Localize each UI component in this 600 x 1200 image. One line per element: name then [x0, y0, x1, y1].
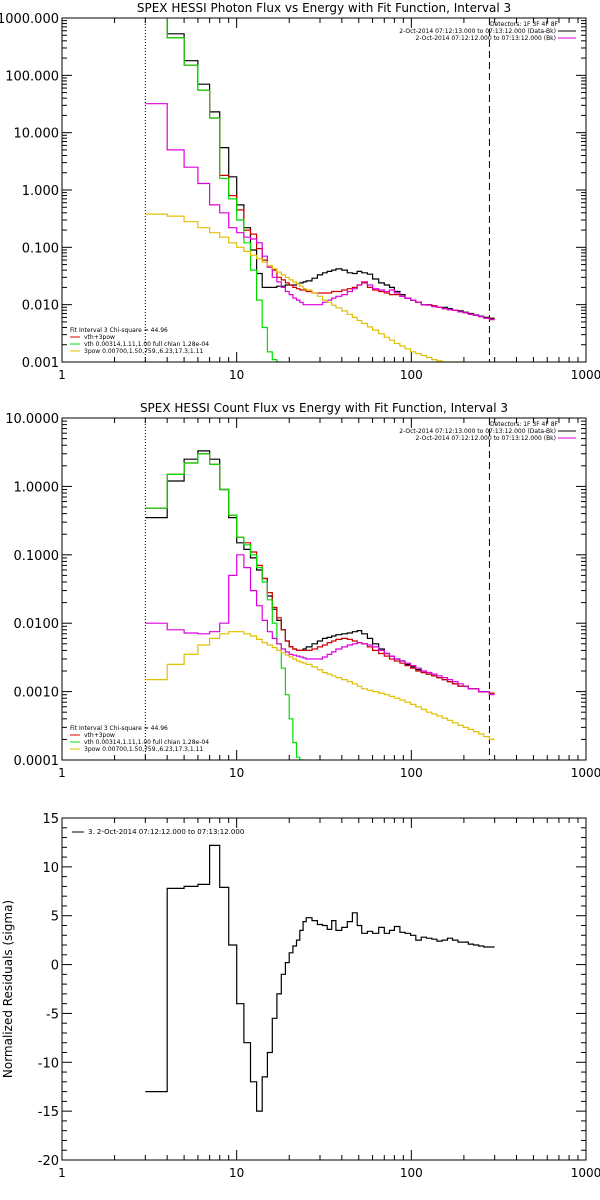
y-tick-label: 0.0001: [14, 754, 60, 769]
series-line-2: [166, 18, 495, 320]
plot-frame: [61, 17, 587, 363]
legend-entry: vth 0.00314,1.11,1.00 full chian 1.28e-0…: [84, 739, 209, 746]
y-tick-label: 10: [42, 861, 59, 876]
chart-title: SPEX HESSI Count Flux vs Energy with Fit…: [140, 401, 508, 415]
y-tick-label: -15: [38, 1105, 59, 1120]
legend-entry: vth+3pow: [84, 732, 115, 739]
series-line-3: [145, 453, 305, 760]
y-tick-label: 1.0000: [14, 480, 60, 495]
chart-2: SPEX HESSI Count Flux vs Energy with Fit…: [5, 401, 600, 780]
legend-entry: Fit Interval 3 Chi-square = 44.96: [70, 725, 168, 732]
y-tick-label: 0.0010: [14, 686, 60, 701]
y-tick-label: 0.001: [22, 356, 59, 371]
legend-entry: 2-Oct-2014 07:12:12.000 to 07:13:12.000 …: [416, 435, 557, 442]
y-tick-label: 0.1000: [14, 549, 60, 564]
series-line-4: [145, 103, 495, 321]
series-line-5: [145, 631, 495, 740]
x-tick-label: 1: [58, 766, 66, 780]
series-group: [145, 18, 495, 362]
series-group: [145, 450, 495, 760]
x-tick-label: 10: [229, 766, 244, 780]
series-line-2: [145, 453, 495, 694]
plot-frame: [61, 817, 587, 1161]
y-tick-label: 0.010: [22, 299, 59, 314]
series-line-1: [145, 844, 495, 1112]
y-tick-label: -5: [46, 1007, 59, 1022]
x-tick-label: 1000: [571, 1166, 600, 1180]
x-tick-label: 100: [400, 1166, 423, 1180]
x-tick-label: 1000: [571, 368, 600, 382]
y-tick-label: 1000.000: [0, 12, 59, 27]
y-tick-label: 5: [51, 910, 59, 925]
y-tick-label: -10: [38, 1056, 59, 1071]
series-line-5: [145, 213, 464, 362]
y-tick-label: 10.000: [14, 127, 60, 142]
legend-entry: vth 0.00314,1.11,1.00 full chian 1.28e-0…: [84, 341, 209, 348]
series-line-1: [166, 18, 495, 319]
legend-entry: vth+3pow: [84, 334, 115, 341]
chart-3: Normalized Residuals (sigma)1 10 100 1000-2…: [1, 812, 600, 1180]
series-group: [145, 844, 495, 1112]
legend-entry: 2-Oct-2014 07:12:12.000 to 07:13:12.000 …: [416, 35, 557, 42]
legend-entry: 3pow 0.00700,1.50,759.,6.23,17.3,1.11: [84, 746, 203, 753]
series-line-1: [145, 450, 495, 694]
y-tick-label: 0.0100: [14, 617, 60, 632]
legend-entry: Detectors: 1F 3F 4F 8F: [490, 21, 559, 28]
x-tick-label: 1: [58, 1166, 66, 1180]
x-tick-label: 1: [58, 368, 66, 382]
y-tick-label: 0.100: [22, 241, 59, 256]
y-tick-label: -20: [38, 1154, 59, 1169]
legend-entry: 2-Oct-2014 07:12:13.000 to 07:13:12.000 …: [399, 428, 556, 435]
x-tick-label: 100: [400, 368, 423, 382]
x-tick-label: 10: [229, 1166, 244, 1180]
y-tick-label: 15: [42, 812, 59, 827]
chart-title: SPEX HESSI Photon Flux vs Energy with Fi…: [137, 1, 511, 15]
legend-entry: 3pow 0.00700,1.50,759.,6.23,17.3,1.11: [84, 348, 203, 355]
y-tick-label: 0: [51, 959, 59, 974]
y-tick-label: 100.000: [5, 69, 59, 84]
legend-entry: Detectors: 1F 3F 4F 8F: [490, 421, 559, 428]
legend-entry: 2-Oct-2014 07:12:13.000 to 07:13:12.000 …: [399, 28, 556, 35]
plot-frame: [61, 417, 587, 761]
legend-entry: Fit Interval 3 Chi-square = 44.96: [70, 327, 168, 334]
series-line-3: [166, 18, 283, 362]
x-tick-label: 100: [400, 766, 423, 780]
chart-1: SPEX HESSI Photon Flux vs Energy with Fi…: [0, 1, 600, 382]
x-tick-label: 10: [229, 368, 244, 382]
x-tick-label: 1000: [571, 766, 600, 780]
y-axis-label: Normalized Residuals (sigma): [1, 900, 15, 1078]
legend-entry: 3. 2-Oct-2014 07:12:12.000 to 07:13:12.0…: [88, 828, 244, 836]
series-line-4: [145, 554, 495, 696]
y-tick-label: 1.000: [22, 184, 59, 199]
y-tick-label: 10.0000: [5, 412, 59, 427]
